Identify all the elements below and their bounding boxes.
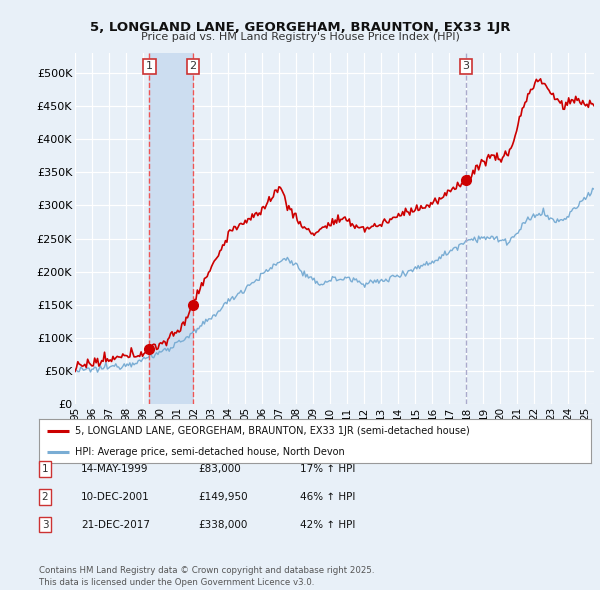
Text: 42% ↑ HPI: 42% ↑ HPI [300, 520, 355, 529]
Text: 17% ↑ HPI: 17% ↑ HPI [300, 464, 355, 474]
Text: £83,000: £83,000 [198, 464, 241, 474]
Text: 5, LONGLAND LANE, GEORGEHAM, BRAUNTON, EX33 1JR: 5, LONGLAND LANE, GEORGEHAM, BRAUNTON, E… [90, 21, 510, 34]
Text: 3: 3 [41, 520, 49, 529]
Text: 3: 3 [463, 61, 469, 71]
Text: 2: 2 [41, 492, 49, 502]
Text: HPI: Average price, semi-detached house, North Devon: HPI: Average price, semi-detached house,… [75, 447, 344, 457]
Text: 14-MAY-1999: 14-MAY-1999 [81, 464, 149, 474]
Text: 10-DEC-2001: 10-DEC-2001 [81, 492, 150, 502]
Text: 1: 1 [146, 61, 153, 71]
Text: Contains HM Land Registry data © Crown copyright and database right 2025.
This d: Contains HM Land Registry data © Crown c… [39, 566, 374, 587]
Text: 1: 1 [41, 464, 49, 474]
Text: £338,000: £338,000 [198, 520, 247, 529]
Bar [149, 53, 193, 404]
Text: Price paid vs. HM Land Registry's House Price Index (HPI): Price paid vs. HM Land Registry's House … [140, 32, 460, 42]
Text: 21-DEC-2017: 21-DEC-2017 [81, 520, 150, 529]
Text: 46% ↑ HPI: 46% ↑ HPI [300, 492, 355, 502]
Text: 2: 2 [190, 61, 197, 71]
Text: £149,950: £149,950 [198, 492, 248, 502]
Text: 5, LONGLAND LANE, GEORGEHAM, BRAUNTON, EX33 1JR (semi-detached house): 5, LONGLAND LANE, GEORGEHAM, BRAUNTON, E… [75, 426, 470, 436]
